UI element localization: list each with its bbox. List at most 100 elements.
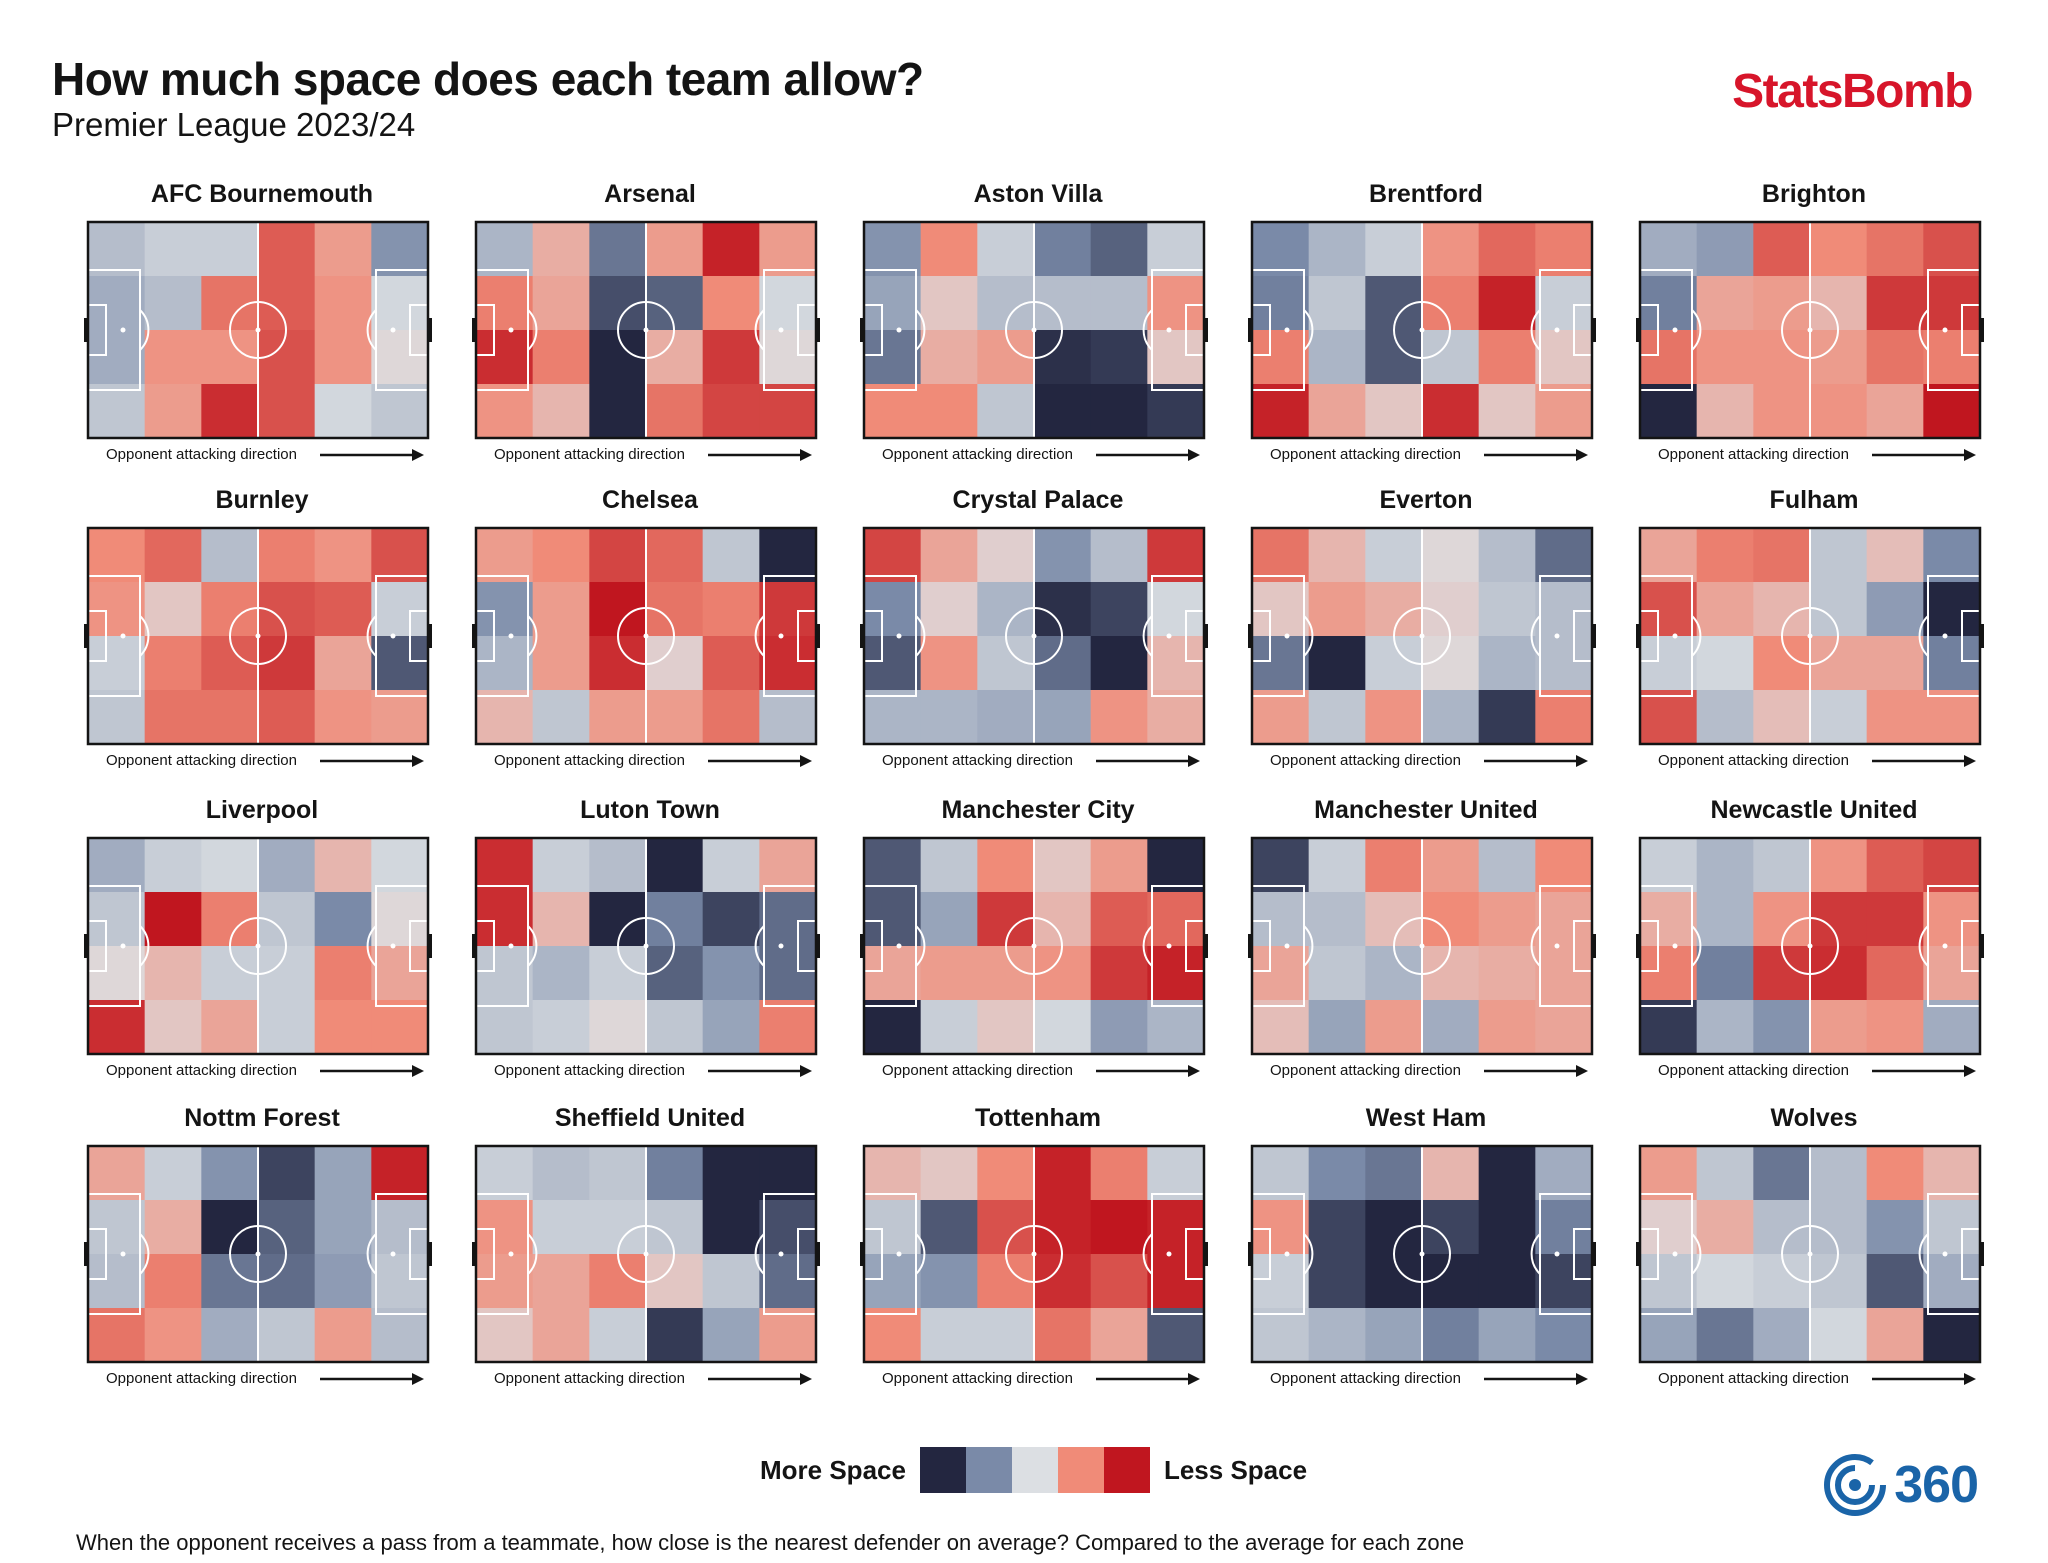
heatmap-cell (759, 838, 817, 893)
heatmap-cell (1365, 384, 1423, 439)
heatmap-cell (371, 636, 429, 691)
heatmap-cell (1866, 636, 1924, 691)
heatmap-cell (144, 1200, 202, 1255)
heatmap-cell (1090, 636, 1148, 691)
heatmap-cell (476, 946, 534, 1001)
heatmap-cell (476, 1146, 534, 1201)
heatmap-cell (201, 528, 259, 583)
heatmap-cell (977, 528, 1035, 583)
pitch-heatmap (1248, 1144, 1596, 1364)
heatmap-cell (864, 690, 922, 745)
heatmap-cell (88, 636, 146, 691)
heatmap-cell (144, 384, 202, 439)
heatmap-cell (1422, 528, 1480, 583)
heatmap-cell (920, 1308, 978, 1363)
heatmap-cell (864, 1254, 922, 1309)
heatmap-cell (88, 690, 146, 745)
heatmap-cell (759, 1200, 817, 1255)
legend-less-space: Less Space (1163, 1454, 1308, 1485)
goal-markers (1636, 318, 1984, 342)
goal-markers (472, 1242, 820, 1266)
heatmap-cell (1478, 1200, 1536, 1255)
heatmap-cell (1696, 1146, 1754, 1201)
heatmap-cell (1923, 276, 1981, 331)
direction-arrow-icon (1484, 449, 1588, 461)
heatmap-cell (88, 330, 146, 385)
heatmap-cell (702, 330, 760, 385)
heatmap-cell (1147, 330, 1205, 385)
goal-markers (1248, 318, 1596, 342)
heatmap-cell (88, 838, 146, 893)
heatmap-cell (1640, 1200, 1698, 1255)
heatmap-cell (476, 528, 534, 583)
heatmap-cell (1090, 1146, 1148, 1201)
heatmap-cell (1640, 384, 1698, 439)
heatmap-cell (759, 1000, 817, 1055)
page-title: How much space does each team allow? (52, 53, 924, 105)
heatmap-cell (144, 690, 202, 745)
direction-arrow-icon (1096, 449, 1200, 461)
heatmap-cell (1696, 838, 1754, 893)
heatmap-cell (1866, 1254, 1924, 1309)
direction-arrow-icon (320, 1373, 424, 1385)
heatmap-cell (144, 276, 202, 331)
heatmap-cell (1923, 330, 1981, 385)
heatmap-cell (702, 222, 760, 277)
heatmap-cell (1535, 276, 1593, 331)
heatmap-cell (144, 892, 202, 947)
heatmap-cell (702, 1254, 760, 1309)
heatmap-cell (1090, 276, 1148, 331)
heatmap-cell (1753, 1000, 1811, 1055)
heatmap-cell (1535, 1000, 1593, 1055)
pitch-outline (86, 836, 430, 1056)
heatmap-cell (1147, 838, 1205, 893)
pitch-spots (120, 943, 396, 949)
heatmap-cell (1252, 636, 1310, 691)
heatmap-cell (1252, 838, 1310, 893)
heatmap-cell (646, 222, 704, 277)
heatmap-cell (1365, 838, 1423, 893)
team-name: Chelsea (602, 486, 698, 514)
heatmap-cell (1308, 528, 1366, 583)
heatmap-cell (201, 384, 259, 439)
heatmap-cell (314, 276, 372, 331)
legend-swatch-3 (1011, 1447, 1058, 1493)
pitch-heatmap (1248, 220, 1596, 440)
heatmap-cell (201, 1146, 259, 1201)
heatmap-cell (1252, 222, 1310, 277)
heatmap-cell (1090, 384, 1148, 439)
direction-label: Opponent attacking direction (106, 446, 297, 463)
team-name: Everton (1379, 486, 1473, 514)
pitch-heatmap (472, 220, 820, 440)
heatmap-cell (1923, 1146, 1981, 1201)
heatmap-cell (864, 222, 922, 277)
team-name: Sheffield United (554, 1104, 746, 1132)
heatmap-cell (1478, 636, 1536, 691)
heatmap-cell (1308, 690, 1366, 745)
pitch-heatmap (1636, 526, 1984, 746)
heatmap-cell (1034, 384, 1092, 439)
heatmap-cell (371, 1000, 429, 1055)
heatmap-cell (1147, 1308, 1205, 1363)
heatmap-cell (1535, 1308, 1593, 1363)
heatmap-cell (1535, 384, 1593, 439)
heatmap-cell (759, 276, 817, 331)
team-name: Manchester City (941, 796, 1135, 824)
direction-label: Opponent attacking direction (106, 1062, 297, 1079)
heatmap-cell (920, 838, 978, 893)
heatmap-cell (1923, 636, 1981, 691)
heatmap-cell (1866, 582, 1924, 637)
heatmap-cell (1696, 946, 1754, 1001)
heatmap-cell (920, 384, 978, 439)
heatmap-cell (314, 330, 372, 385)
pitch-spots (1672, 327, 1948, 333)
heatmap-cell (532, 946, 590, 1001)
pitch-spots (1672, 943, 1948, 949)
pitch-spots (896, 327, 1172, 333)
heatmap-cell (589, 1000, 647, 1055)
pitch-heatmap (472, 1144, 820, 1364)
heatmap-cell (759, 330, 817, 385)
heatmap-cell (864, 892, 922, 947)
heatmap-cell (1640, 528, 1698, 583)
heatmap-cell (1365, 528, 1423, 583)
